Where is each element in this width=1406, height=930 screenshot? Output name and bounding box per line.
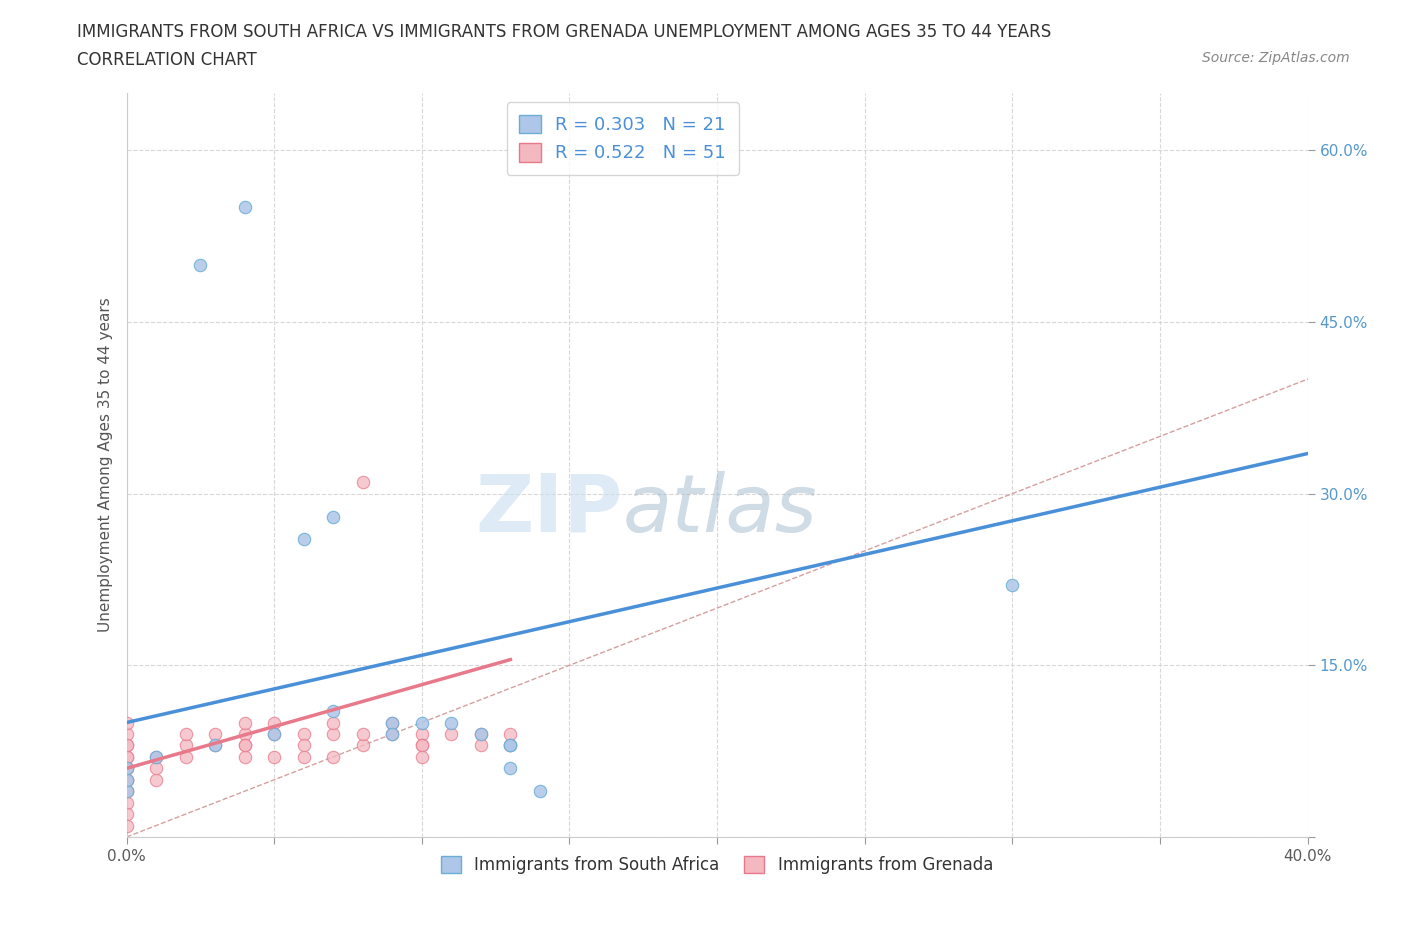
- Point: [411, 726, 433, 741]
- Point: [145, 750, 167, 764]
- Point: [411, 738, 433, 753]
- Point: [233, 750, 256, 764]
- Point: [145, 761, 167, 776]
- Point: [499, 738, 522, 753]
- Point: [1001, 578, 1024, 592]
- Point: [470, 726, 492, 741]
- Point: [233, 738, 256, 753]
- Point: [233, 726, 256, 741]
- Point: [174, 726, 197, 741]
- Point: [499, 726, 522, 741]
- Text: Source: ZipAtlas.com: Source: ZipAtlas.com: [1202, 51, 1350, 65]
- Point: [233, 715, 256, 730]
- Point: [115, 738, 138, 753]
- Point: [233, 738, 256, 753]
- Point: [115, 761, 138, 776]
- Point: [145, 772, 167, 787]
- Point: [292, 726, 315, 741]
- Text: atlas: atlas: [623, 471, 817, 549]
- Point: [115, 772, 138, 787]
- Point: [204, 738, 226, 753]
- Point: [292, 738, 315, 753]
- Point: [115, 784, 138, 799]
- Point: [174, 738, 197, 753]
- Legend: Immigrants from South Africa, Immigrants from Grenada: Immigrants from South Africa, Immigrants…: [434, 849, 1000, 881]
- Point: [440, 715, 463, 730]
- Point: [352, 738, 374, 753]
- Point: [411, 738, 433, 753]
- Point: [188, 258, 212, 272]
- Point: [115, 772, 138, 787]
- Point: [292, 750, 315, 764]
- Y-axis label: Unemployment Among Ages 35 to 44 years: Unemployment Among Ages 35 to 44 years: [97, 298, 112, 632]
- Point: [499, 738, 522, 753]
- Point: [470, 738, 492, 753]
- Point: [470, 726, 492, 741]
- Point: [440, 726, 463, 741]
- Point: [204, 738, 226, 753]
- Point: [115, 750, 138, 764]
- Point: [322, 715, 344, 730]
- Point: [263, 726, 285, 741]
- Point: [115, 738, 138, 753]
- Point: [499, 761, 522, 776]
- Point: [352, 474, 374, 489]
- Point: [322, 704, 344, 719]
- Point: [233, 200, 256, 215]
- Point: [115, 715, 138, 730]
- Text: CORRELATION CHART: CORRELATION CHART: [77, 51, 257, 69]
- Point: [115, 784, 138, 799]
- Point: [322, 509, 344, 524]
- Point: [115, 772, 138, 787]
- Point: [529, 784, 551, 799]
- Point: [381, 715, 404, 730]
- Point: [174, 750, 197, 764]
- Point: [381, 715, 404, 730]
- Point: [322, 750, 344, 764]
- Point: [263, 715, 285, 730]
- Point: [115, 784, 138, 799]
- Point: [263, 726, 285, 741]
- Point: [115, 726, 138, 741]
- Point: [381, 726, 404, 741]
- Point: [499, 738, 522, 753]
- Text: ZIP: ZIP: [475, 471, 623, 549]
- Point: [204, 726, 226, 741]
- Point: [292, 532, 315, 547]
- Point: [352, 726, 374, 741]
- Point: [381, 726, 404, 741]
- Point: [115, 795, 138, 810]
- Point: [145, 750, 167, 764]
- Point: [411, 750, 433, 764]
- Point: [411, 715, 433, 730]
- Text: IMMIGRANTS FROM SOUTH AFRICA VS IMMIGRANTS FROM GRENADA UNEMPLOYMENT AMONG AGES : IMMIGRANTS FROM SOUTH AFRICA VS IMMIGRAN…: [77, 23, 1052, 41]
- Point: [115, 806, 138, 821]
- Point: [115, 750, 138, 764]
- Point: [115, 818, 138, 833]
- Point: [115, 761, 138, 776]
- Point: [322, 726, 344, 741]
- Point: [263, 750, 285, 764]
- Point: [115, 761, 138, 776]
